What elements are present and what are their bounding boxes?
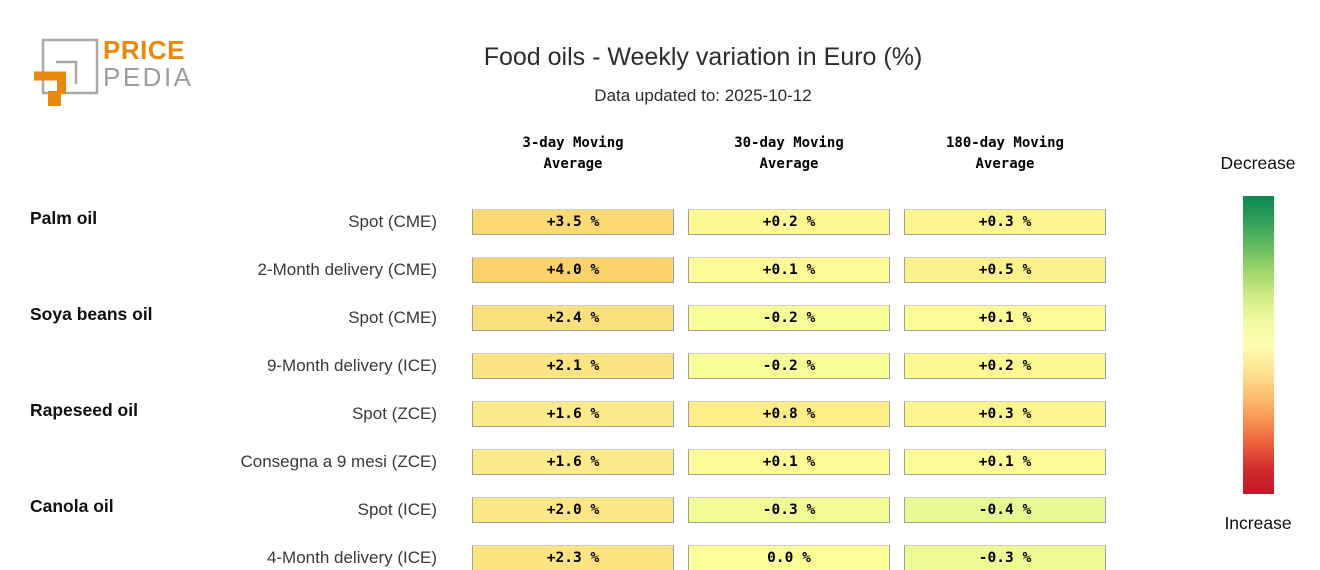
table-row: Palm oil Spot (CME) +3.5 % +0.2 % +0.3 %	[30, 198, 1106, 246]
heatmap-cell: +0.1 %	[688, 449, 890, 475]
heatmap-cell: 0.0 %	[688, 545, 890, 570]
pricepedia-squares-icon	[34, 38, 99, 106]
table-row: Consegna a 9 mesi (ZCE) +1.6 % +0.1 % +0.1 …	[30, 438, 1106, 486]
column-header-label: 30-day Moving Average	[734, 135, 844, 172]
heatmap-cell: +2.3 %	[472, 545, 674, 570]
column-header: 3-day Moving Average	[472, 131, 674, 177]
heatmap-cell: +1.6 %	[472, 449, 674, 475]
table-row: Soya beans oil Spot (CME) +2.4 % -0.2 % +0.1…	[30, 294, 1106, 342]
row-group-label: Palm oil	[30, 207, 98, 228]
table-row: 2-Month delivery (CME) +4.0 % +0.1 % +0.5 %	[30, 246, 1106, 294]
heatmap-cell: +0.1 %	[904, 305, 1106, 331]
table-row: Canola oil Spot (ICE) +2.0 % -0.3 % -0.4 %	[30, 486, 1106, 534]
logo-text-price: PRICE	[103, 35, 185, 65]
heatmap-cell: -0.3 %	[904, 545, 1106, 570]
column-header-label: 3-day Moving Average	[522, 135, 624, 172]
row-group-label: Canola oil	[30, 495, 114, 516]
row-group-label: Rapeseed oil	[30, 399, 138, 420]
heatmap-cell: +2.4 %	[472, 305, 674, 331]
row-group-label: Soya beans oil	[30, 303, 153, 324]
heatmap-cell: +0.1 %	[688, 257, 890, 283]
row-label: Spot (ZCE)	[351, 404, 437, 423]
legend-gradient-bar	[1243, 196, 1274, 494]
chart-subtitle: Data updated to: 2025-10-12	[594, 86, 812, 105]
row-label: 4-Month delivery (ICE)	[266, 548, 437, 567]
row-label: Spot (ICE)	[357, 500, 437, 519]
row-label: Spot (CME)	[348, 212, 437, 231]
pricepedia-logo: PRICE PEDIA	[28, 34, 288, 112]
heatmap-cell: +0.2 %	[904, 353, 1106, 379]
table-row: Rapeseed oil Spot (ZCE) +1.6 % +0.8 % +0.3 %	[30, 390, 1106, 438]
row-label: Consegna a 9 mesi (ZCE)	[240, 452, 437, 471]
column-header-label: 180-day Moving Average	[945, 135, 1064, 172]
column-headers: 3-day Moving Average 30-day Moving Averag…	[472, 131, 1106, 177]
row-label: 2-Month delivery (CME)	[257, 260, 438, 279]
row-label: 9-Month delivery (ICE)	[266, 356, 437, 375]
heatmap-cell: +0.8 %	[688, 401, 890, 427]
heatmap-cell: +0.3 %	[904, 401, 1106, 427]
heatmap-cell: -0.2 %	[688, 353, 890, 379]
heatmap-cell: +0.1 %	[904, 449, 1106, 475]
heatmap-cell: -0.2 %	[688, 305, 890, 331]
legend-increase-label: Increase	[1224, 513, 1292, 533]
table-row: 4-Month delivery (ICE) +2.3 % 0.0 % -0.3 %	[30, 534, 1106, 570]
pricepedia-logo-text: PRICE PEDIA	[103, 37, 194, 91]
heatmap-cell: -0.4 %	[904, 497, 1106, 523]
chart-title: Food oils - Weekly variation in Euro (%)	[483, 43, 923, 71]
column-header: 180-day Moving Average	[904, 131, 1106, 177]
column-header: 30-day Moving Average	[688, 131, 890, 177]
heatmap-cell: +2.0 %	[472, 497, 674, 523]
legend-decrease-label: Decrease	[1220, 153, 1296, 173]
heatmap-cell: +0.2 %	[688, 209, 890, 235]
heatmap-cell: -0.3 %	[688, 497, 890, 523]
heatmap-cell: +0.5 %	[904, 257, 1106, 283]
heatmap-cell: +1.6 %	[472, 401, 674, 427]
heatmap-cell: +4.0 %	[472, 257, 674, 283]
heatmap-cell: +0.3 %	[904, 209, 1106, 235]
heatmap-grid: Palm oil Spot (CME) +3.5 % +0.2 % +0.3 % 2-Mo…	[30, 198, 1106, 570]
logo-text-pedia: PEDIA	[103, 62, 194, 92]
heatmap-cell: +2.1 %	[472, 353, 674, 379]
row-label: Spot (CME)	[348, 308, 437, 327]
heatmap-cell: +3.5 %	[472, 209, 674, 235]
table-row: 9-Month delivery (ICE) +2.1 % -0.2 % +0.2 %	[30, 342, 1106, 390]
